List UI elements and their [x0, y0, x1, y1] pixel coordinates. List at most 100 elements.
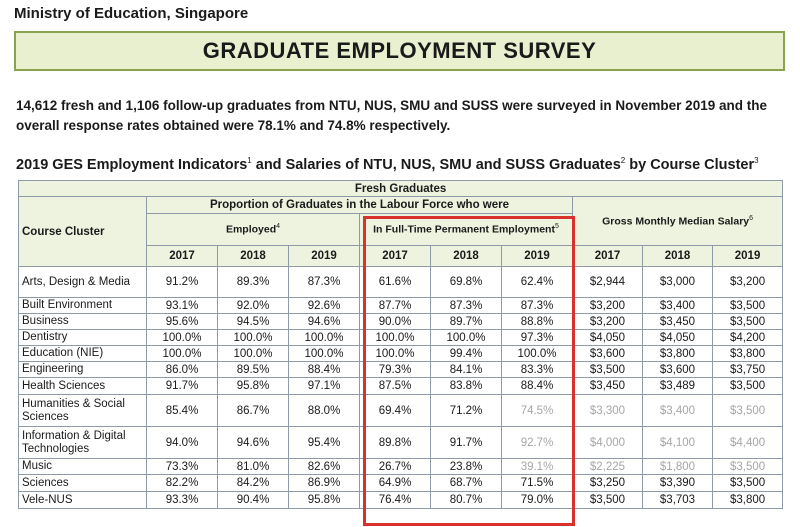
employed-cell: 100.0%: [146, 329, 218, 346]
table-title: 2019 GES Employment Indicators1 and Sala…: [16, 156, 759, 173]
fulltime-cell: 87.7%: [359, 297, 431, 314]
table-row: Information & Digital Technologies 94.0%…: [18, 426, 784, 459]
employed-cell: 93.3%: [146, 491, 218, 509]
salary-cell: $3,450: [642, 313, 713, 330]
salary-cell: $3,500: [572, 361, 643, 378]
table-title-part3: by Course Cluster: [625, 156, 755, 173]
salary-cell: $3,400: [642, 394, 713, 427]
employed-cell: 88.4%: [288, 361, 360, 378]
intro-paragraph: 14,612 fresh and 1,106 follow-up graduat…: [16, 98, 767, 133]
employed-cell: 73.3%: [146, 458, 218, 475]
banner-title: GRADUATE EMPLOYMENT SURVEY: [202, 38, 597, 63]
fulltime-cell: 79.0%: [501, 491, 573, 509]
employed-cell: 100.0%: [217, 345, 289, 362]
fulltime-cell: 100.0%: [501, 345, 573, 362]
fulltime-cell: 83.3%: [501, 361, 573, 378]
table-row: Arts, Design & Media 91.2% 89.3% 87.3% 6…: [18, 266, 784, 298]
table-row: Built Environment 93.1% 92.0% 92.6% 87.7…: [18, 297, 784, 314]
fulltime-cell: 97.3%: [501, 329, 573, 346]
salary-cell: $3,400: [642, 297, 713, 314]
salary-cell: $3,450: [572, 377, 643, 395]
table-title-part1: 2019 GES Employment Indicators: [16, 156, 248, 173]
salary-cell: $3,600: [572, 345, 643, 362]
fresh-graduates-header: Fresh Graduates: [17, 180, 784, 197]
employed-cell: 94.6%: [217, 426, 289, 459]
salary-cell: $4,200: [711, 329, 784, 346]
salary-cell: $3,300: [572, 394, 643, 427]
employed-cell: 97.1%: [288, 377, 360, 395]
employed-cell: 81.0%: [217, 458, 289, 475]
fulltime-header: In Full-Time Permanent Employment5: [359, 213, 573, 246]
salary-cell: $3,500: [711, 297, 784, 314]
salary-cell: $4,400: [711, 426, 784, 459]
course-name: Built Environment: [18, 297, 147, 314]
employed-cell: 95.4%: [288, 426, 360, 459]
salary-cell: $3,500: [711, 394, 784, 427]
year-header: 2019: [711, 245, 784, 267]
fulltime-cell: 61.6%: [359, 266, 431, 298]
fulltime-cell: 87.3%: [430, 297, 502, 314]
salary-cell: $3,200: [711, 266, 784, 298]
fulltime-cell: 89.7%: [430, 313, 502, 330]
employed-cell: 92.6%: [288, 297, 360, 314]
employed-cell: 100.0%: [288, 345, 360, 362]
fulltime-cell: 79.3%: [359, 361, 431, 378]
fulltime-cell: 71.5%: [501, 474, 573, 492]
fulltime-cell: 74.5%: [501, 394, 573, 427]
fulltime-cell: 69.8%: [430, 266, 502, 298]
table-row: Sciences 82.2% 84.2% 86.9% 64.9% 68.7% 7…: [18, 474, 784, 492]
table-title-part2: and Salaries of NTU, NUS, SMU and SUSS G…: [251, 156, 621, 173]
course-name: Education (NIE): [18, 345, 147, 362]
employed-cell: 91.2%: [146, 266, 218, 298]
salary-cell: $3,800: [711, 345, 784, 362]
employed-cell: 92.0%: [217, 297, 289, 314]
fulltime-cell: 90.0%: [359, 313, 431, 330]
year-header: 2019: [501, 245, 573, 267]
salary-header: Gross Monthly Median Salary6: [571, 196, 784, 246]
footnote-ref: 5: [554, 223, 559, 231]
salary-cell: $3,000: [642, 266, 713, 298]
fulltime-header-label: In Full-Time Permanent Employment: [373, 223, 555, 236]
employed-cell: 82.6%: [288, 458, 360, 475]
employed-cell: 95.8%: [288, 491, 360, 509]
footnote-ref: 2: [620, 156, 626, 165]
salary-cell: $3,250: [572, 474, 643, 492]
employed-cell: 82.2%: [146, 474, 218, 492]
course-name: Information & Digital Technologies: [18, 426, 147, 459]
course-name: Vele-NUS: [18, 491, 147, 509]
fulltime-cell: 83.8%: [430, 377, 502, 395]
employed-cell: 86.0%: [146, 361, 218, 378]
table-row: Education (NIE) 100.0% 100.0% 100.0% 100…: [18, 345, 784, 362]
year-header: 2017: [359, 245, 431, 267]
fulltime-cell: 88.4%: [501, 377, 573, 395]
salary-cell: $3,200: [572, 297, 643, 314]
salary-cell: $3,703: [642, 491, 713, 509]
employed-header: Employed4: [146, 213, 360, 246]
footnote-ref: 6: [749, 214, 754, 222]
employed-cell: 88.0%: [288, 394, 360, 427]
fulltime-cell: 99.4%: [430, 345, 502, 362]
fulltime-cell: 84.1%: [430, 361, 502, 378]
employed-cell: 100.0%: [146, 345, 218, 362]
fulltime-cell: 69.4%: [359, 394, 431, 427]
employed-cell: 95.6%: [146, 313, 218, 330]
fulltime-cell: 80.7%: [430, 491, 502, 509]
salary-header-label: Gross Monthly Median Salary: [602, 215, 750, 228]
employed-cell: 100.0%: [288, 329, 360, 346]
employed-cell: 84.2%: [217, 474, 289, 492]
year-header: 2019: [288, 245, 360, 267]
fulltime-cell: 89.8%: [359, 426, 431, 459]
course-cluster-header: Course Cluster: [18, 196, 147, 267]
year-header: 2018: [217, 245, 289, 267]
employed-cell: 86.7%: [217, 394, 289, 427]
course-name: Music: [18, 458, 147, 475]
employed-cell: 91.7%: [146, 377, 218, 395]
course-name: Humanities & Social Sciences: [18, 394, 147, 427]
course-name: Sciences: [18, 474, 147, 492]
table-row: Dentistry 100.0% 100.0% 100.0% 100.0% 10…: [18, 329, 784, 346]
employed-cell: 85.4%: [146, 394, 218, 427]
salary-cell: $3,500: [711, 474, 784, 492]
salary-cell: $4,050: [572, 329, 643, 346]
salary-cell: $2,944: [572, 266, 643, 298]
fulltime-cell: 100.0%: [359, 329, 431, 346]
